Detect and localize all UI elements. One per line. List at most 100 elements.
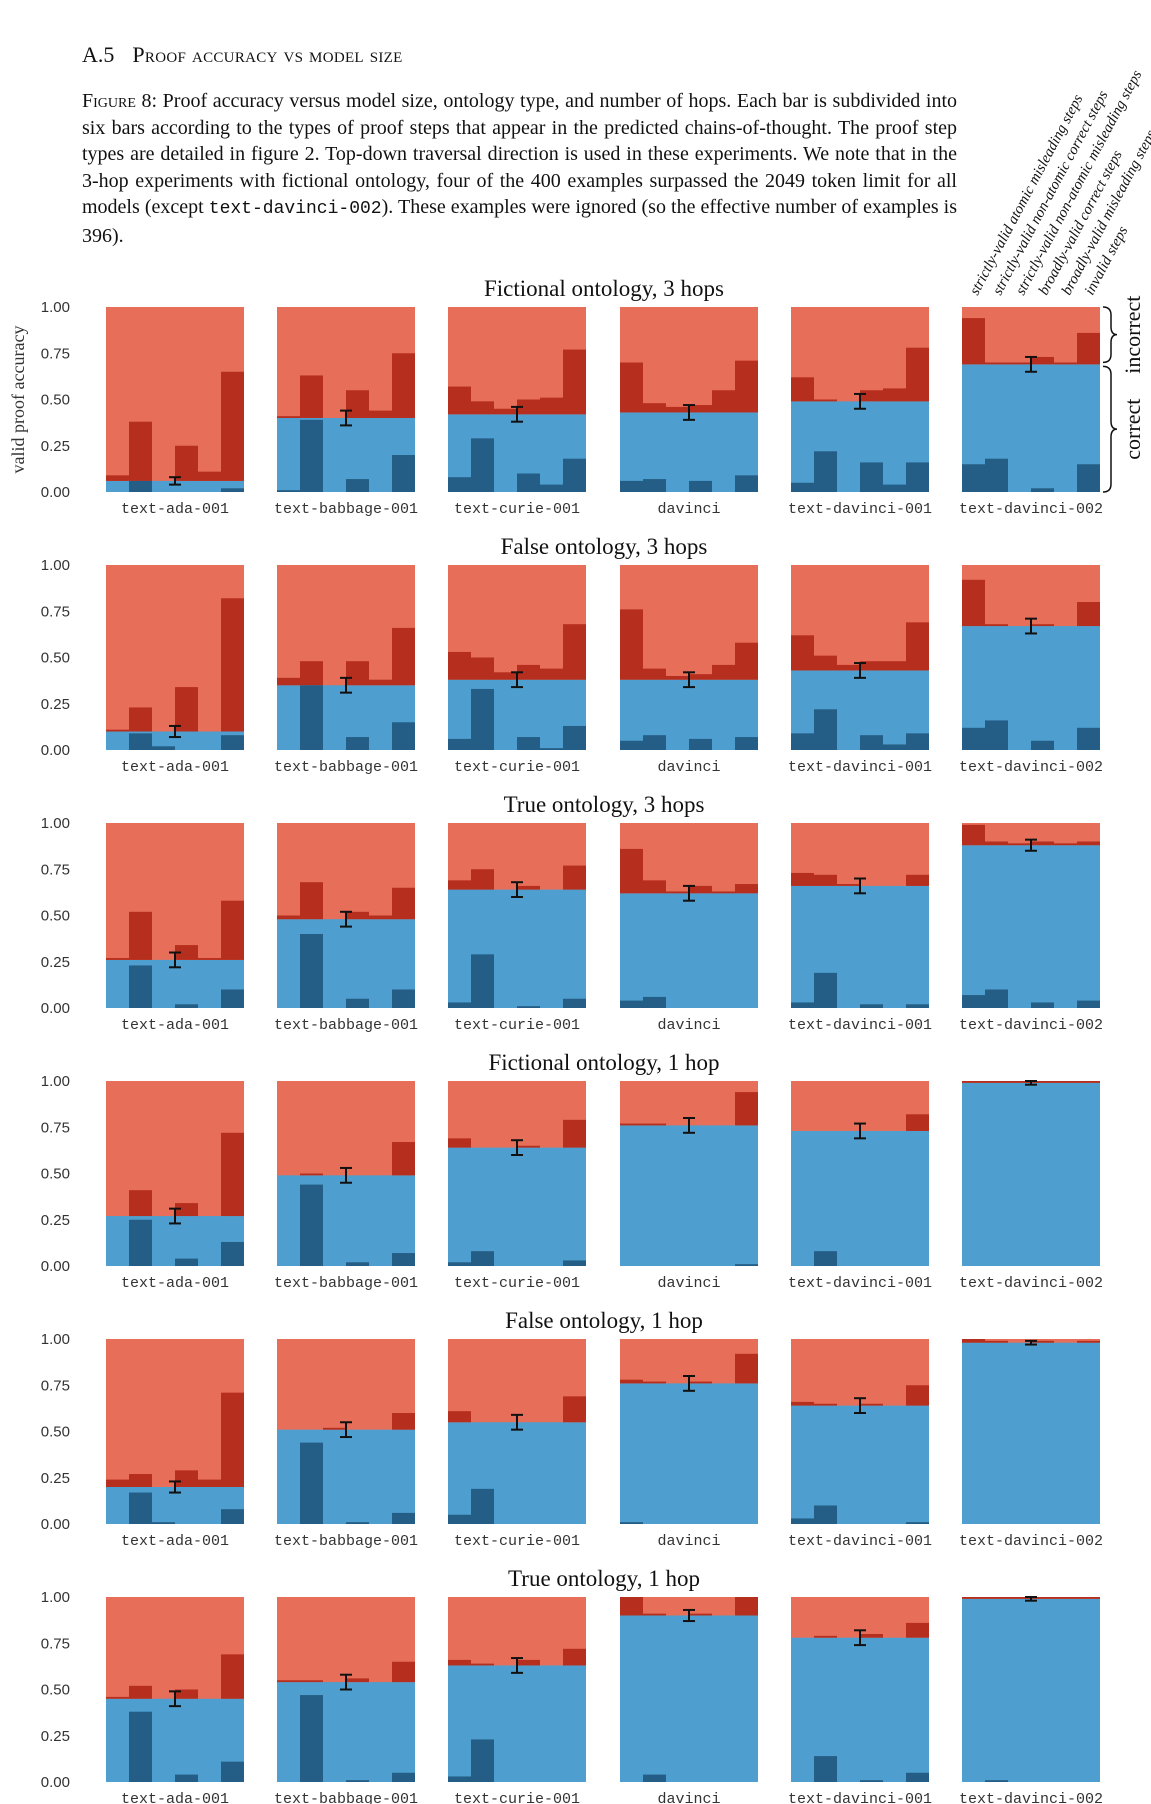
correct-step-bar — [985, 989, 1008, 1008]
incorrect-step-bar — [791, 1401, 814, 1406]
incorrect-step-bar — [620, 1123, 643, 1126]
incorrect-step-bar — [666, 406, 689, 413]
correct-step-bar — [300, 419, 323, 492]
incorrect-step-bar — [221, 1392, 244, 1487]
incorrect-step-bar — [1077, 1081, 1100, 1083]
y-tick-label: 0.75 — [41, 603, 70, 620]
incorrect-step-bar — [985, 841, 1008, 846]
x-tick-label: text-babbage-001 — [274, 1791, 418, 1804]
incorrect-step-bar — [837, 664, 860, 671]
correct-step-bar — [175, 1258, 198, 1266]
incorrect-step-bar — [860, 390, 883, 402]
correct-step-bar — [346, 998, 369, 1008]
x-tick-label: text-davinci-002 — [959, 1275, 1103, 1292]
x-tick-label: text-curie-001 — [454, 1533, 580, 1550]
correct-step-bar — [860, 462, 883, 492]
incorrect-step-bar — [666, 676, 689, 680]
x-tick-label: text-ada-001 — [121, 1275, 229, 1292]
incorrect-step-bar — [300, 882, 323, 920]
correct-step-bar — [517, 1006, 540, 1008]
incorrect-step-bar — [369, 679, 392, 686]
incorrect-step-bar — [689, 1381, 712, 1384]
incorrect-step-bar — [906, 1385, 929, 1406]
correct-step-bar — [814, 451, 837, 492]
incorrect-step-bar — [1054, 362, 1077, 365]
incorrect-step-bar — [689, 1613, 712, 1616]
correct-region — [791, 1405, 929, 1524]
incorrect-step-bar — [689, 405, 712, 413]
correct-region — [962, 845, 1100, 1008]
incorrect-step-bar — [814, 874, 837, 886]
incorrect-step-bar — [791, 635, 814, 671]
incorrect-step-bar — [369, 915, 392, 920]
correct-step-bar — [985, 720, 1008, 750]
correct-step-bar — [175, 1004, 198, 1008]
y-tick-label: 0.00 — [41, 1516, 70, 1533]
correct-step-bar — [448, 1262, 471, 1266]
incorrect-step-bar — [392, 353, 415, 418]
incorrect-step-bar — [471, 1663, 494, 1666]
x-tick-label: text-davinci-002 — [959, 759, 1103, 776]
incorrect-step-bar — [814, 399, 837, 402]
incorrect-step-bar — [175, 1470, 198, 1487]
incorrect-step-bar — [791, 377, 814, 402]
incorrect-step-bar — [392, 1413, 415, 1430]
correct-step-bar — [129, 965, 152, 1008]
correct-region — [791, 885, 929, 1008]
incorrect-step-bar — [860, 1634, 883, 1638]
correct-step-bar — [883, 484, 906, 492]
incorrect-step-bar — [300, 375, 323, 418]
correct-step-bar — [1077, 727, 1100, 750]
correct-step-bar — [860, 735, 883, 750]
correct-step-bar — [300, 685, 323, 750]
correct-region — [448, 1665, 586, 1782]
incorrect-step-bar — [1077, 841, 1100, 846]
incorrect-step-bar — [1031, 356, 1054, 365]
y-tick-label: 0.50 — [41, 392, 70, 409]
incorrect-step-bar — [1031, 1081, 1054, 1083]
correct-step-bar — [448, 1002, 471, 1008]
incorrect-step-bar — [517, 1659, 540, 1666]
incorrect-step-bar — [563, 1396, 586, 1423]
x-tick-label: text-curie-001 — [454, 1017, 580, 1034]
incorrect-step-bar — [300, 1173, 323, 1176]
incorrect-step-bar — [129, 1474, 152, 1487]
incorrect-step-bar — [494, 672, 517, 680]
correct-step-bar — [906, 1772, 929, 1782]
correct-step-bar — [620, 1000, 643, 1008]
correct-step-bar — [1077, 1000, 1100, 1008]
y-tick-label: 0.75 — [41, 861, 70, 878]
y-tick-label: 0.75 — [41, 1119, 70, 1136]
correct-step-bar — [471, 688, 494, 750]
y-tick-label: 0.50 — [41, 1424, 70, 1441]
correct-step-bar — [906, 1004, 929, 1008]
y-tick-label: 0.00 — [41, 484, 70, 501]
correct-step-bar — [300, 1442, 323, 1524]
incorrect-step-bar — [735, 1597, 758, 1616]
incorrect-step-bar — [712, 664, 735, 680]
correct-step-bar — [643, 996, 666, 1008]
incorrect-step-bar — [323, 1427, 346, 1430]
correct-step-bar — [906, 462, 929, 492]
correct-step-bar — [346, 1780, 369, 1782]
section-heading: A.5 Proof accuracy vs model size — [82, 42, 403, 68]
correct-step-bar — [346, 1262, 369, 1266]
y-tick-label: 0.50 — [41, 650, 70, 667]
incorrect-step-bar — [346, 911, 369, 920]
incorrect-step-bar — [643, 1381, 666, 1384]
incorrect-step-bar — [369, 410, 392, 418]
incorrect-step-bar — [346, 390, 369, 418]
correct-step-bar — [129, 1711, 152, 1782]
correct-label: correct — [1120, 399, 1145, 460]
incorrect-step-bar — [1031, 1340, 1054, 1343]
y-tick-label: 0.50 — [41, 1166, 70, 1183]
x-tick-label: davinci — [657, 1533, 720, 1550]
incorrect-step-bar — [198, 1479, 221, 1487]
incorrect-step-bar — [643, 880, 666, 894]
correct-step-bar — [962, 995, 985, 1008]
correct-step-bar — [392, 1512, 415, 1524]
y-tick-label: 0.75 — [41, 345, 70, 362]
correct-step-bar — [814, 1251, 837, 1266]
incorrect-step-bar — [221, 371, 244, 481]
y-axis-label: valid proof accuracy — [8, 326, 28, 474]
